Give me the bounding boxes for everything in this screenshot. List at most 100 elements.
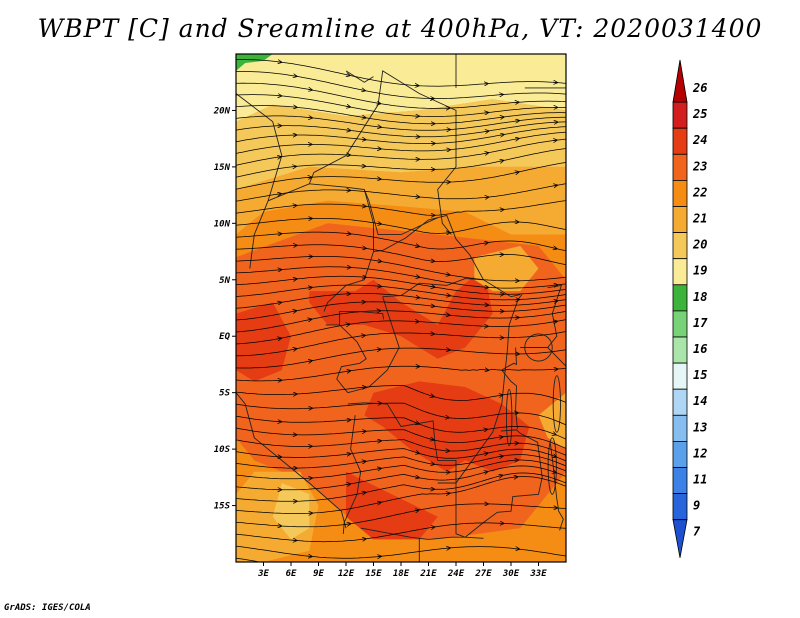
- streamline-arrow: [293, 349, 297, 350]
- colorbar-segment: [672, 336, 688, 364]
- lat-tick-label: 10N: [214, 219, 231, 229]
- colorbar-segment: [672, 101, 688, 129]
- streamline-arrow: [293, 279, 297, 280]
- wbpt-region-24: [346, 471, 438, 540]
- country-border: [520, 284, 563, 348]
- streamline-arrow: [277, 565, 281, 566]
- lon-tick-label: 9E: [313, 569, 324, 579]
- streamline-arrow: [430, 396, 434, 397]
- colorbar-segment: [672, 127, 688, 155]
- colorbar-label: 13: [693, 420, 707, 434]
- streamlines: [236, 59, 573, 580]
- streamline-arrow: [347, 130, 351, 131]
- lake-outline: [505, 388, 513, 447]
- lat-tick-label: 10S: [214, 445, 231, 455]
- streamline-arrow: [500, 135, 504, 136]
- colorbar-segment: [672, 388, 688, 416]
- streamline-arrow: [293, 76, 297, 77]
- lon-tick-label: 33E: [529, 569, 547, 579]
- streamline: [236, 148, 566, 178]
- streamline: [236, 71, 566, 99]
- lon-tick-label: 24E: [447, 569, 465, 579]
- colorbar-label: 25: [692, 107, 707, 121]
- streamline: [236, 448, 566, 462]
- colorbar-segment: [672, 59, 688, 103]
- colorbar-segment: [672, 519, 688, 558]
- streamline-arrow: [499, 456, 503, 457]
- streamline-arrow: [278, 62, 282, 63]
- streamline-arrow: [346, 324, 350, 325]
- streamline: [236, 183, 566, 202]
- colorbar-label: 24: [692, 133, 707, 147]
- streamline: [236, 121, 566, 138]
- streamline-arrow: [347, 371, 351, 372]
- lon-tick-label: 3E: [257, 569, 269, 579]
- lat-tick-label: 20N: [213, 106, 231, 116]
- colorbar-segment: [672, 179, 688, 207]
- streamline: [236, 126, 566, 144]
- colorbar-segment: [672, 362, 688, 390]
- lat-tick-label: 15S: [214, 502, 231, 512]
- streamline-arrow: [485, 131, 489, 132]
- colorbar-segment: [672, 467, 688, 495]
- lon-tick-label: 30E: [502, 569, 520, 579]
- streamline-arrow: [415, 477, 419, 478]
- streamline: [236, 105, 566, 125]
- streamline: [236, 319, 566, 345]
- lat-tick-label: 15N: [214, 163, 231, 173]
- lon-tick-label: 6E: [286, 569, 297, 579]
- streamline-arrow: [569, 330, 573, 331]
- streamline: [236, 454, 566, 469]
- streamline-arrow: [377, 223, 381, 224]
- lat-tick-label: EQ: [219, 332, 230, 342]
- streamline-arrow: [446, 295, 450, 296]
- wbpt-region-19: [236, 54, 566, 122]
- streamline-arrow: [277, 194, 281, 195]
- streamline-arrow: [515, 139, 519, 140]
- streamline: [236, 275, 566, 295]
- streamline-arrow: [362, 492, 366, 493]
- lon-tick-label: 18E: [393, 569, 410, 579]
- country-border: [455, 429, 543, 538]
- streamline-arrow: [484, 429, 488, 430]
- streamline-arrow: [362, 117, 366, 118]
- streamline-arrow: [553, 140, 557, 141]
- streamline: [236, 94, 566, 117]
- colorbar-segment: [672, 440, 688, 468]
- chart-title: WBPT [C] and Sreamline at 400hPa, VT: 20…: [37, 14, 763, 43]
- streamline-arrow: [308, 361, 312, 362]
- streamline: [236, 503, 566, 528]
- colorbar-segment: [672, 310, 688, 338]
- streamline-arrow: [361, 90, 365, 91]
- country-border: [547, 347, 566, 367]
- lat-tick-label: 5N: [219, 276, 230, 286]
- streamline-arrow: [361, 335, 365, 336]
- country-border: [373, 214, 484, 281]
- colorbar-segment: [672, 232, 688, 260]
- wbpt-region-24: [236, 302, 291, 382]
- streamline-arrow: [346, 75, 350, 76]
- streamline-arrow: [553, 579, 557, 580]
- colorbar-segment: [672, 206, 688, 234]
- temperature-field: [236, 54, 566, 562]
- colorbar-label: 23: [692, 159, 707, 173]
- streamline-arrow: [554, 301, 558, 302]
- streamline-arrow: [415, 452, 419, 453]
- colorbar-segment: [672, 284, 688, 312]
- colorbar-label: 9: [693, 499, 700, 513]
- streamline-arrow: [499, 475, 503, 476]
- lon-tick-label: 27E: [474, 569, 492, 579]
- colorbar-segment: [672, 414, 688, 442]
- map-plot-area: [235, 53, 573, 580]
- country-border: [345, 70, 374, 83]
- streamline-arrow: [568, 265, 572, 266]
- streamline-arrow: [277, 302, 281, 303]
- colorbar-label: 7: [693, 525, 701, 539]
- streamline: [236, 266, 566, 289]
- streamline-arrow: [553, 185, 557, 186]
- streamline-arrow: [346, 106, 350, 107]
- colorbar-label: 19: [693, 264, 707, 278]
- wbpt-region-20: [236, 99, 566, 190]
- colorbar-segment: [672, 153, 688, 181]
